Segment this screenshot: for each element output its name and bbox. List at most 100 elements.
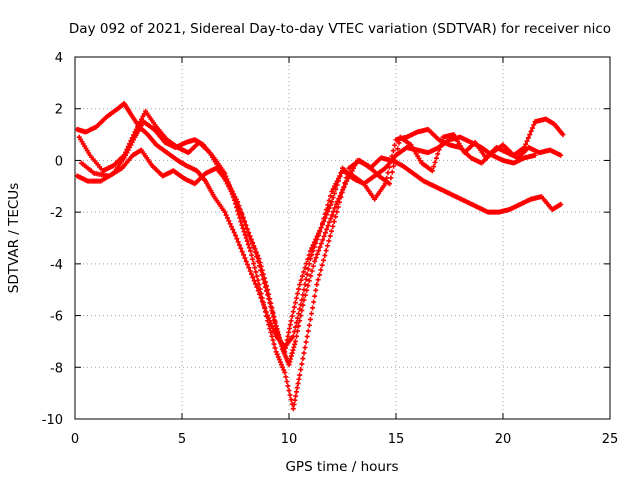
data-point [388,159,394,165]
data-point [330,208,336,214]
data-point [298,277,304,283]
data-point [302,265,308,271]
data-point [287,326,293,331]
data-point [392,157,398,163]
data-point [439,138,445,144]
data-point [326,205,332,211]
data-point [275,354,281,360]
data-point [132,129,138,135]
data-point [300,302,306,308]
data-point [331,219,337,225]
data-point [282,369,288,375]
data-point [325,243,331,249]
data-point [314,282,320,288]
data-point [303,276,309,282]
data-point [297,318,303,324]
data-point [269,333,275,339]
data-point [432,159,438,165]
data-point [289,350,295,356]
data-point [255,277,261,283]
data-point [270,309,276,315]
data-point [224,215,230,221]
data-point [236,203,242,209]
data-point [292,338,298,344]
data-point [276,332,282,338]
data-point [295,328,301,334]
data-point [250,274,256,280]
data-point [262,309,268,315]
data-point [139,116,145,122]
data-point [525,135,531,141]
data-point [297,372,303,378]
data-point [277,337,283,343]
data-point [253,249,259,255]
data-point [435,151,441,157]
data-point [257,286,263,292]
data-point [272,345,278,351]
data-point [286,329,292,335]
data-point [136,121,142,127]
data-point [258,263,264,269]
data-point [235,199,241,205]
data-point [260,300,266,306]
data-point [274,326,280,332]
data-point [245,241,251,247]
data-point [293,389,299,395]
data-point [292,300,298,306]
data-point [239,210,245,216]
data-point [437,143,443,149]
data-point [532,152,538,158]
data-point [327,233,333,239]
data-point [129,135,135,141]
data-point [390,148,396,154]
x-tick-label: 0 [71,432,79,447]
data-point [267,326,273,331]
data-point [224,178,230,184]
data-point [527,132,533,138]
data-point [333,186,339,192]
data-point [335,178,341,184]
data-point [295,315,301,321]
data-point [227,183,233,189]
data-point [392,142,398,148]
data-point [270,337,276,343]
data-point [137,119,143,125]
data-point [253,269,259,275]
data-point [241,229,247,235]
data-point [249,252,255,258]
data-point [293,333,299,339]
data-point [291,401,297,407]
data-point [241,252,247,258]
data-point [269,305,275,311]
data-point [227,221,233,227]
data-point [436,147,442,153]
data-point [271,314,277,320]
data-point [307,248,313,254]
data-point [243,258,249,264]
y-tick-label: -8 [50,361,63,376]
data-point [314,251,320,257]
data-point [329,228,335,234]
data-point [308,311,314,317]
data-point [123,149,129,155]
data-point [324,226,330,232]
data-point [312,258,318,264]
y-tick-label: -2 [50,206,63,221]
x-tick-label: 10 [281,432,298,447]
data-point [272,318,278,324]
data-point [429,168,435,174]
data-point [393,152,399,158]
data-point [299,273,305,279]
x-tick-label: 5 [178,432,186,447]
data-point [288,318,294,324]
data-point [348,170,354,176]
data-point [306,278,312,284]
data-point [310,305,316,311]
data-point [261,304,267,310]
data-point [332,205,338,211]
data-point [289,313,295,319]
y-tick-label: 0 [55,154,63,169]
data-point [297,282,303,288]
data-point [318,267,324,273]
data-point [288,353,294,359]
